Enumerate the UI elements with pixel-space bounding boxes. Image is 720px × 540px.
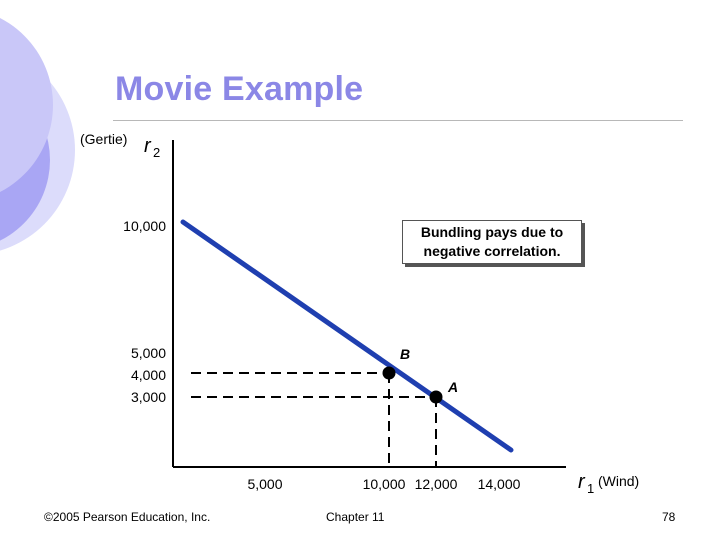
- x-axis-symbol: r: [578, 471, 586, 493]
- x-tick-label: 12,000: [415, 476, 458, 492]
- reservation-price-line: [180, 219, 514, 453]
- y-tick-label: 10,000: [123, 218, 166, 234]
- bundle-points: BA: [382, 346, 458, 404]
- x-tick-labels: 5,000 10,000 12,000 14,000: [247, 476, 520, 492]
- x-tick-label: 10,000: [363, 476, 406, 492]
- y-tick-label: 5,000: [131, 345, 166, 361]
- footer-copyright: ©2005 Pearson Education, Inc.: [44, 510, 211, 524]
- chart-axes: [172, 140, 566, 468]
- callout-box: Bundling pays due to negative correlatio…: [402, 220, 582, 264]
- y-axis-symbol: r: [144, 135, 152, 157]
- x-axis-paren: (Wind): [598, 473, 639, 489]
- decor-circle-small: [0, 17, 53, 193]
- point-b: [382, 366, 396, 380]
- slide-title: Movie Example: [115, 70, 364, 108]
- y-tick-label: 3,000: [131, 389, 166, 405]
- x-tick-label: 5,000: [247, 476, 282, 492]
- footer-page-number: 78: [662, 510, 676, 524]
- y-tick-labels: 10,000 5,000 4,000 3,000: [123, 218, 166, 405]
- title-divider: [113, 120, 683, 121]
- y-axis-paren: (Gertie): [80, 131, 127, 147]
- x-tick-label: 14,000: [478, 476, 521, 492]
- x-axis-subscript: 1: [587, 481, 594, 496]
- point-label-a: A: [447, 379, 458, 395]
- decorative-circles: [0, 17, 75, 251]
- point-label-b: B: [400, 346, 410, 362]
- footer-chapter: Chapter 11: [326, 510, 385, 524]
- dashed-guides: [191, 372, 437, 467]
- point-a: [429, 390, 443, 404]
- y-axis-subscript: 2: [153, 145, 160, 160]
- y-tick-label: 4,000: [131, 367, 166, 383]
